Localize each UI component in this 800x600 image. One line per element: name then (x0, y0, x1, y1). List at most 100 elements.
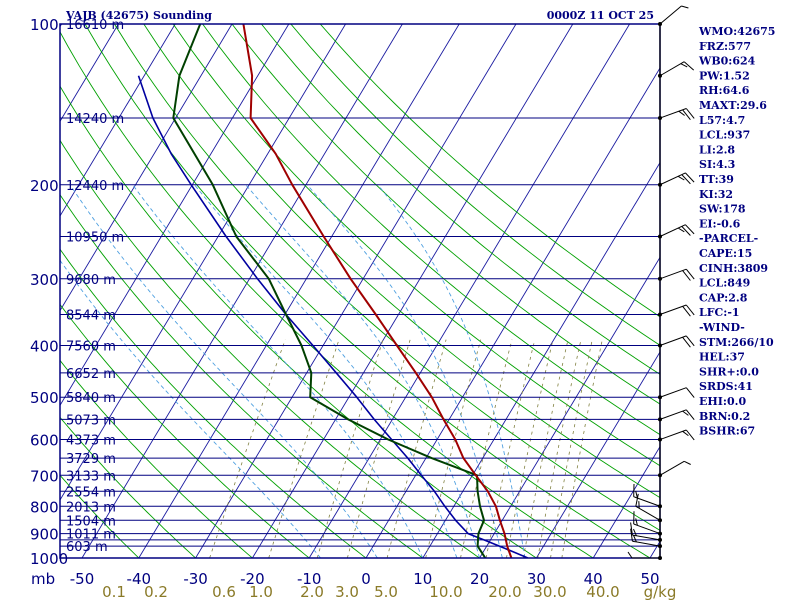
wind-barb-feather (630, 522, 633, 536)
chart-time: 0000Z 11 OCT 25 (547, 9, 654, 22)
index-entry: BRN:0.2 (699, 410, 750, 423)
wind-barb-feather (681, 226, 691, 236)
isotherm (592, 445, 660, 558)
wind-barb-feather (685, 268, 695, 280)
index-entry: CAP:2.8 (699, 291, 748, 304)
mixing-ratio-label: 2.0 (300, 583, 324, 600)
wind-barb-feather (633, 528, 637, 536)
wind-barb (658, 429, 695, 442)
wind-barb-shaft (659, 268, 687, 280)
index-entry: L57:4.7 (699, 114, 745, 127)
height-label: 9680 m (66, 273, 116, 288)
index-entry: BSHR:67 (699, 425, 755, 438)
dry-adiabat (231, 24, 660, 405)
wind-barb (630, 522, 662, 542)
wind-barb (633, 511, 662, 536)
wind-barb (627, 551, 662, 560)
mixing-ratio-line (425, 339, 482, 558)
wind-barb-feather (677, 227, 685, 233)
dry-adiabat (60, 193, 424, 558)
height-label: 10950 m (66, 230, 124, 245)
isotherm (422, 161, 660, 558)
wind-barb-shaft (632, 534, 661, 541)
wind-barb-shaft (659, 429, 687, 441)
index-entry: CAPE:15 (699, 247, 752, 260)
wind-barb (635, 493, 662, 523)
index-entry: -WIND- (699, 321, 745, 334)
dry-adiabat (202, 24, 660, 436)
height-label: 12440 m (66, 179, 124, 194)
moist-adiabat (132, 184, 424, 558)
moist-adiabat (194, 184, 458, 558)
pressure-label: 1000 (30, 550, 68, 568)
wind-barb-feather (678, 110, 685, 116)
index-entry: LFC:-1 (699, 306, 740, 319)
dry-adiabat (60, 474, 140, 558)
wind-barb-feather (685, 335, 695, 347)
pressure-label: 800 (30, 498, 59, 516)
index-entry: KI:32 (699, 188, 733, 201)
wind-barb-feather (633, 535, 637, 543)
index-entry: CINH:3809 (699, 262, 768, 275)
wind-barb (658, 409, 695, 422)
mixing-ratio-line (537, 339, 582, 558)
mixing-ratio-unit-label: g/kg (644, 583, 677, 600)
pressure-label: 300 (30, 271, 59, 289)
pressure-label: 700 (30, 467, 59, 485)
wind-barb (658, 172, 695, 187)
mixing-ratio-label: 0.2 (144, 583, 168, 600)
sounding-profiles (137, 24, 529, 558)
height-label: 1504 m (66, 514, 116, 529)
temperature-tick-label: 50 (640, 570, 659, 588)
wind-barb-feather (682, 305, 691, 317)
wind-barb-shaft (633, 523, 661, 535)
wind-barb (658, 268, 695, 281)
height-label: 1011 m (66, 528, 116, 543)
isotherm (536, 351, 660, 558)
isotherm (60, 24, 119, 123)
temperature-tick-label: -20 (240, 570, 265, 588)
index-entry: EHI:0.0 (699, 395, 746, 408)
wind-barb-feather (685, 387, 695, 398)
wind-barb-feather (630, 528, 633, 542)
temperature-tick-label: -10 (297, 570, 322, 588)
wind-barb (658, 224, 695, 239)
dewpoint-trace (172, 24, 487, 558)
temperature-tick-label: 20 (470, 570, 489, 588)
dry-adiabat (60, 31, 595, 558)
height-label: 7560 m (66, 340, 116, 355)
wind-barb-shaft (659, 224, 686, 237)
wind-barb-feather (682, 109, 691, 121)
wind-barb-feather (683, 460, 691, 465)
index-entry: SHR+:0.0 (699, 365, 759, 378)
pressure-unit-label: mb (31, 570, 55, 588)
parcel-trace (137, 75, 529, 558)
index-entry: SI:4.3 (699, 158, 735, 171)
height-label: 603 m (66, 540, 108, 555)
mixing-ratio-line (550, 339, 593, 558)
mixing-ratio-label: 1.0 (249, 583, 273, 600)
wind-barb-feather (635, 493, 639, 507)
wind-barb-feather (635, 490, 638, 499)
isotherm (60, 24, 176, 217)
index-entry: FRZ:577 (699, 40, 751, 53)
wind-barb-shaft (659, 5, 682, 25)
isotherm (365, 67, 660, 558)
index-entry: LCL:849 (699, 277, 750, 290)
isotherm (60, 24, 290, 407)
wind-barb-feather (685, 224, 695, 235)
isotherm (252, 24, 574, 558)
dry-adiabat (84, 24, 651, 558)
mixing-ratio-line (522, 339, 569, 558)
wind-barb-shaft (659, 409, 687, 420)
mixing-ratio-line (386, 339, 447, 558)
temperature-tick-label: 0 (361, 570, 371, 588)
wind-barb-feather (682, 430, 689, 437)
isotherm (60, 24, 346, 501)
isotherm (195, 24, 517, 558)
wind-barb-shaft (659, 172, 686, 186)
isotherm (60, 24, 233, 312)
index-entry: -PARCEL- (699, 232, 758, 245)
dry-adiabat (60, 85, 538, 558)
